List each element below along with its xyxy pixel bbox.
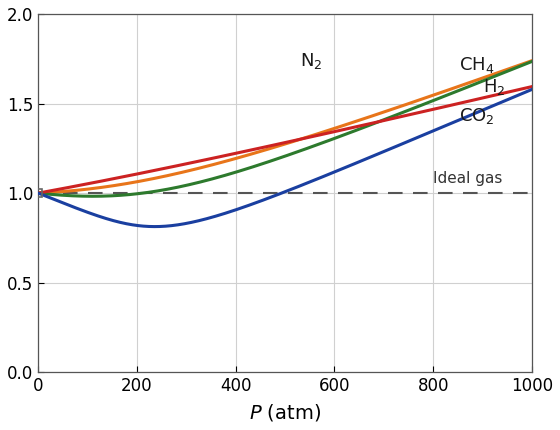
Text: H$_2$: H$_2$ xyxy=(483,77,505,96)
Text: N$_2$: N$_2$ xyxy=(300,52,323,71)
Text: CO$_2$: CO$_2$ xyxy=(459,106,494,126)
Text: CH$_4$: CH$_4$ xyxy=(459,55,494,75)
Text: Ideal gas: Ideal gas xyxy=(433,171,502,186)
X-axis label: $P$ (atm): $P$ (atm) xyxy=(249,402,321,423)
